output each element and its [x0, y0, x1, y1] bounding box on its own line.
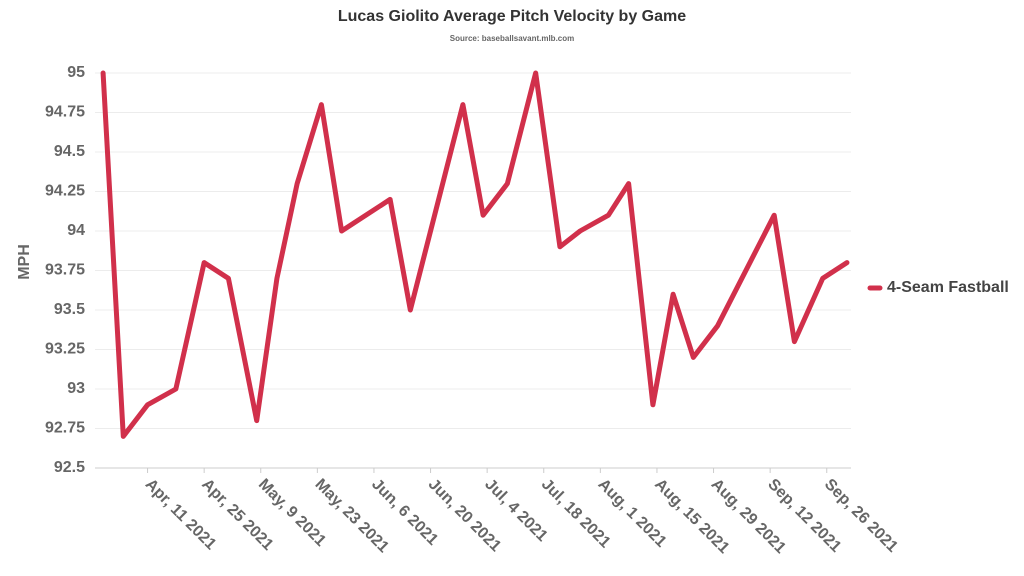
legend-label: 4-Seam Fastball [887, 279, 1009, 296]
y-tick-label: 93.25 [45, 341, 85, 358]
chart-subtitle: Source: baseballsavant.mlb.com [450, 34, 575, 43]
y-tick-label: 93 [67, 380, 85, 397]
y-tick-label: 94.75 [45, 104, 85, 121]
chart-title: Lucas Giolito Average Pitch Velocity by … [338, 8, 686, 25]
y-tick-label: 95 [67, 64, 85, 81]
y-tick-label: 94 [67, 222, 85, 239]
y-tick-label: 92.75 [45, 420, 85, 437]
data-line [100, 70, 850, 439]
y-tick-label: 92.5 [54, 459, 85, 476]
y-tick-label: 93.5 [54, 301, 85, 318]
y-tick-label: 93.75 [45, 262, 85, 279]
y-tick-label: 94.25 [45, 183, 85, 200]
y-tick-label: 94.5 [54, 143, 85, 160]
y-axis-label: MPH [16, 244, 33, 280]
